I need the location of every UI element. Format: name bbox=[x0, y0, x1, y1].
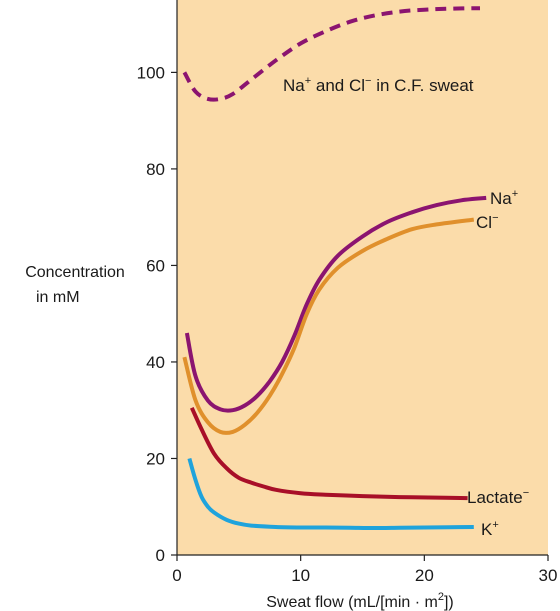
cf-sweat-label: Na+ and Cl− in C.F. sweat bbox=[283, 75, 474, 95]
lactate-line bbox=[189, 406, 468, 501]
y-tick-label: 0 bbox=[156, 546, 165, 565]
x-tick-label: 10 bbox=[291, 566, 310, 585]
y-axis-title-line2: in mM bbox=[36, 289, 80, 306]
lactate-label: Lactate− bbox=[467, 487, 529, 507]
label-text: Cl bbox=[476, 213, 492, 232]
label-text: in C.F. sweat bbox=[371, 76, 473, 95]
cl-label: Cl− bbox=[476, 212, 499, 232]
k-label: K+ bbox=[481, 519, 499, 539]
x-tick-label: 30 bbox=[539, 566, 558, 585]
label-superscript: + bbox=[305, 75, 311, 87]
label-text: K bbox=[481, 520, 493, 539]
y-tick-label: 20 bbox=[146, 449, 165, 468]
y-tick-label: 40 bbox=[146, 353, 165, 372]
axes-layer bbox=[176, 0, 548, 556]
x-axis-title-tail: ]) bbox=[444, 594, 454, 611]
label-superscript: − bbox=[365, 75, 371, 87]
cl-line bbox=[182, 217, 475, 435]
x-tick-label: 0 bbox=[172, 566, 181, 585]
y-tick-label: 60 bbox=[146, 256, 165, 275]
label-superscript: + bbox=[512, 188, 518, 200]
y-tick-label: 100 bbox=[137, 63, 165, 82]
label-superscript: + bbox=[492, 519, 498, 531]
na-line bbox=[184, 195, 487, 413]
x-tick-label: 20 bbox=[415, 566, 434, 585]
label-text: and Cl bbox=[311, 76, 365, 95]
label-superscript: − bbox=[492, 212, 498, 224]
x-axis-title: Sweat flow (mL/[min · m2]) bbox=[266, 591, 454, 611]
k-line bbox=[187, 457, 474, 530]
label-text: Na bbox=[283, 76, 305, 95]
plot-background bbox=[177, 0, 548, 555]
na-label: Na+ bbox=[490, 188, 518, 208]
ticks-layer: 0 10 20 30 0 20 40 60 80 100 bbox=[137, 63, 558, 585]
label-text: Lactate bbox=[467, 488, 523, 507]
y-axis-title-line1: Concentration bbox=[25, 264, 125, 281]
series-labels-layer: Na+ and Cl− in C.F. sweatNa+Cl−Lactate−K… bbox=[283, 75, 529, 539]
cf-sweat-na-cl-line bbox=[182, 6, 481, 102]
label-superscript: − bbox=[523, 487, 529, 499]
x-axis-title-sup: 2 bbox=[438, 591, 444, 603]
series-layer bbox=[182, 6, 487, 530]
y-tick-label: 80 bbox=[146, 160, 165, 179]
label-text: Na bbox=[490, 189, 512, 208]
x-axis-title-main: Sweat flow (mL/[min · m bbox=[266, 594, 438, 611]
